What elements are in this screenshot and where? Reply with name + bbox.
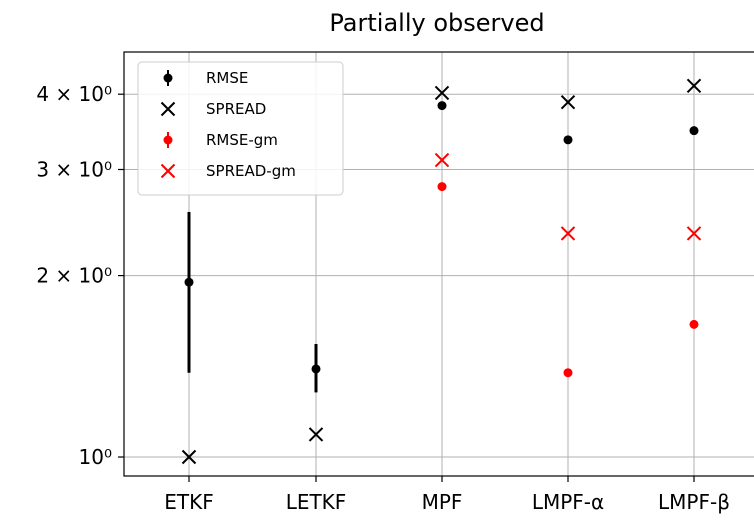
y-tick-label: 4 × 10⁰ [36, 82, 112, 106]
legend-box [137, 61, 344, 196]
spread-gm-point-stroke [686, 226, 702, 241]
y-tick-label: 10⁰ [79, 445, 112, 469]
rmse-point [311, 364, 321, 374]
legend-label: RMSE [206, 69, 248, 87]
legend-marker [163, 73, 173, 83]
legend-marker [163, 135, 173, 145]
spread-point-stroke [434, 85, 450, 101]
x-tick-label: MPF [422, 490, 463, 514]
y-tick-label: 2 × 10⁰ [36, 264, 112, 288]
spread-point [686, 78, 702, 94]
legend: RMSE SPREAD RMSE-gm SPREAD-gm [137, 61, 344, 196]
spread-point [181, 449, 197, 465]
x-tick-label: ETKF [164, 490, 213, 514]
rmse-point [689, 126, 699, 136]
x-tick-label: LMPF-β [658, 490, 730, 514]
rmse-point [437, 101, 447, 111]
y-tick-label: 3 × 10⁰ [36, 157, 112, 181]
chart-title: Partially observed [329, 9, 544, 37]
data-marks [181, 78, 702, 465]
legend-marker [160, 163, 176, 179]
plot-frame [123, 51, 754, 477]
spread-point [308, 427, 324, 442]
spread-gm-point-stroke [560, 226, 576, 241]
x-tick-label: LMPF-α [532, 490, 604, 514]
spread-gm-point [560, 226, 576, 241]
rmse-gm-point [563, 368, 573, 378]
rmse-gm-point [437, 182, 447, 192]
spread-point-stroke [181, 449, 197, 465]
legend-marker [160, 101, 176, 117]
spread-point [434, 85, 450, 101]
legend-label: RMSE-gm [206, 131, 278, 149]
spread-point-stroke [686, 78, 702, 94]
spread-point-stroke [560, 94, 576, 110]
spread-point-stroke [308, 427, 324, 442]
spread-gm-point-stroke [434, 152, 450, 168]
rmse-point [563, 135, 573, 145]
legend-marker-stroke [160, 101, 176, 117]
spread-point [560, 94, 576, 110]
x-tick-label: LETKF [286, 490, 347, 514]
legend-label: SPREAD-gm [206, 162, 296, 180]
legend-marker-stroke [160, 163, 176, 179]
legend-label: SPREAD [206, 100, 266, 118]
spread-gm-point [686, 226, 702, 241]
spread-gm-point [434, 152, 450, 168]
rmse-point [184, 277, 194, 287]
rmse-gm-point [689, 319, 699, 329]
axes: ETKF LETKF MPF LMPF-α LMPF-β 10⁰ 2 × 10⁰ 3 × 10… [36, 82, 730, 514]
